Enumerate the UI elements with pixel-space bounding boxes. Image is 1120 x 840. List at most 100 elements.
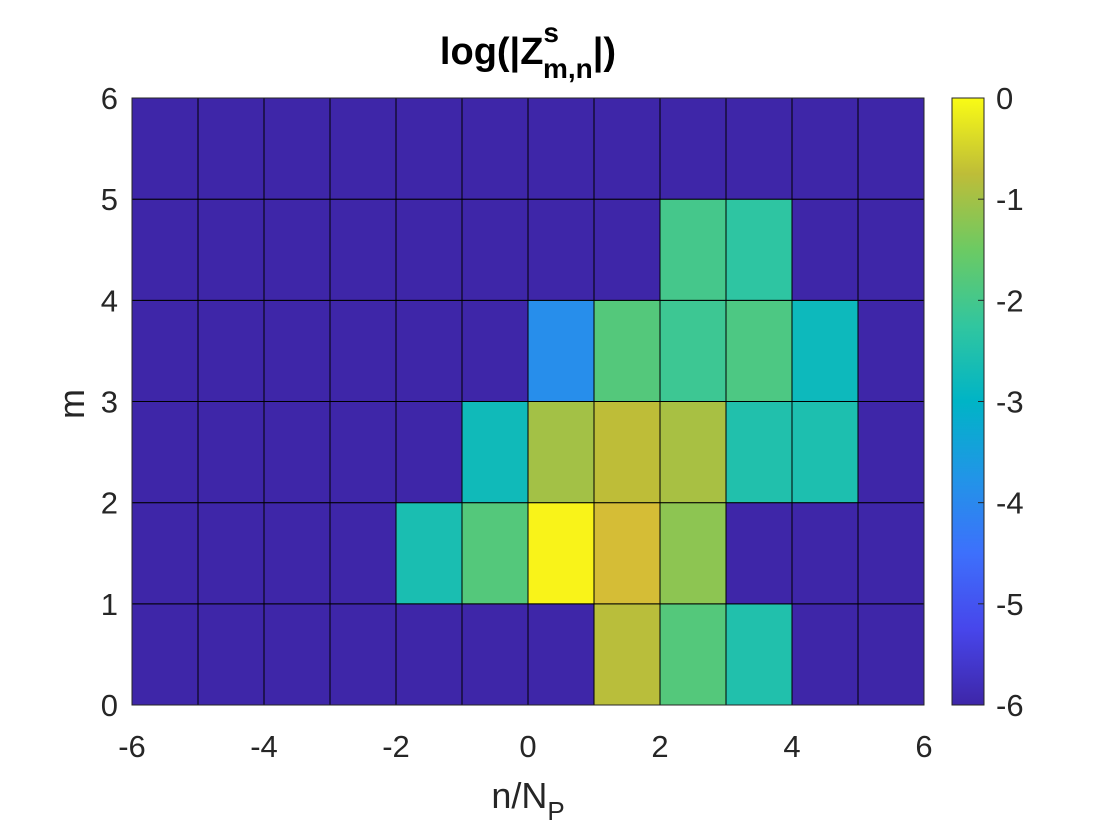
heatmap-cell <box>527 97 595 200</box>
x-tick-label: -4 <box>250 729 278 764</box>
heatmap-cell <box>263 603 331 706</box>
heatmap-cell <box>791 97 859 200</box>
x-tick-labels: -6 -4 -2 0 2 4 6 <box>118 729 932 764</box>
heatmap-cell <box>725 502 793 605</box>
heatmap-cell <box>659 97 727 200</box>
title-prefix: log(|Z <box>440 31 543 73</box>
heatmap-cell <box>593 299 661 403</box>
heatmap-cell <box>461 401 529 504</box>
heatmap-cell <box>593 401 661 504</box>
x-axis-label-main: n/N <box>491 775 547 816</box>
x-axis-label: n/NP <box>491 775 564 826</box>
heatmap-cell <box>395 401 463 504</box>
colorbar-tick-label: 0 <box>996 81 1013 116</box>
heatmap-cell <box>197 603 265 706</box>
heatmap-cell <box>593 97 661 200</box>
heatmap-cell <box>659 401 727 504</box>
heatmap-cell <box>197 198 265 301</box>
heatmap-cell <box>395 299 463 403</box>
heatmap-cell <box>329 603 397 706</box>
heatmap-cell <box>593 502 661 605</box>
y-tick-label: 6 <box>101 81 118 116</box>
heatmap-cell <box>857 401 925 504</box>
chart-title: log(|Zs m,n|) <box>440 17 616 84</box>
heatmap-cell <box>395 97 463 200</box>
x-tick-label: 0 <box>519 729 536 764</box>
heatmap-cell <box>527 502 595 605</box>
heatmap-cell <box>395 502 463 605</box>
heatmap-cell <box>725 299 793 403</box>
heatmap-cell <box>659 198 727 301</box>
heatmap-cell <box>857 299 925 403</box>
y-tick-label: 2 <box>101 486 118 521</box>
heatmap-cell <box>263 198 331 301</box>
y-tick-label: 0 <box>101 688 118 723</box>
heatmap-cell <box>659 299 727 403</box>
heatmap-cell <box>329 502 397 605</box>
heatmap-cell <box>791 299 859 403</box>
x-tick-label: 6 <box>915 729 932 764</box>
heatmap-cell <box>131 603 199 706</box>
heatmap-cell <box>131 401 199 504</box>
heatmap-cell <box>593 198 661 301</box>
heatmap-cell <box>527 401 595 504</box>
colorbar-tick-labels: 0 -1 -2 -3 -4 -5 -6 <box>978 81 1024 723</box>
colorbar-tick-label: -2 <box>996 283 1024 318</box>
heatmap-cell <box>527 198 595 301</box>
x-tick-label: 4 <box>783 729 800 764</box>
title-suffix: |) <box>593 31 616 73</box>
heatmap-cell <box>461 97 529 200</box>
heatmap-cell <box>197 299 265 403</box>
heatmap-cell <box>461 299 529 403</box>
heatmap-cell <box>791 502 859 605</box>
heatmap-cell <box>197 401 265 504</box>
heatmap-cell <box>791 603 859 706</box>
heatmap-cell <box>197 502 265 605</box>
heatmap-cell <box>131 97 199 200</box>
heatmap-cell <box>857 603 925 706</box>
plot-area-frame <box>131 97 925 706</box>
heatmap-cells <box>131 97 925 706</box>
x-tick-label: -2 <box>382 729 410 764</box>
heatmap-cell <box>329 97 397 200</box>
heatmap-cell <box>131 299 199 403</box>
heatmap-cell <box>659 603 727 706</box>
heatmap-cell <box>461 603 529 706</box>
heatmap-cell <box>659 502 727 605</box>
heatmap-cell <box>461 198 529 301</box>
heatmap-cell <box>593 603 661 706</box>
colorbar-tick-label: -5 <box>996 587 1024 622</box>
x-tick-label: -6 <box>118 729 146 764</box>
heatmap-cell <box>263 401 331 504</box>
heatmap-cell <box>263 299 331 403</box>
y-tick-label: 1 <box>101 587 118 622</box>
heatmap-cell <box>329 401 397 504</box>
y-tick-label: 5 <box>101 182 118 217</box>
heatmap-cell <box>197 97 265 200</box>
heatmap-cell <box>263 97 331 200</box>
heatmap-cell <box>725 198 793 301</box>
y-tick-labels: 0 1 2 3 4 5 6 <box>101 81 118 723</box>
heatmap-cell <box>395 198 463 301</box>
heatmap-cell <box>131 198 199 301</box>
heatmap-cell <box>791 401 859 504</box>
colorbar-tick-label: -3 <box>996 385 1024 420</box>
heatmap-cell <box>791 198 859 301</box>
colorbar-tick-label: -1 <box>996 182 1024 217</box>
heatmap-cell <box>131 502 199 605</box>
heatmap-cell <box>857 198 925 301</box>
heatmap-cell <box>395 603 463 706</box>
y-tick-label: 3 <box>101 385 118 420</box>
heatmap-cell <box>857 502 925 605</box>
heatmap-cell <box>857 97 925 200</box>
y-tick-label: 4 <box>101 283 118 318</box>
x-axis-label-subscript: P <box>547 796 564 826</box>
colorbar-tick-label: -4 <box>996 486 1024 521</box>
heatmap-cell <box>263 502 331 605</box>
heatmap-cell <box>725 401 793 504</box>
y-axis-label: m <box>51 389 92 419</box>
heatmap-cell <box>329 299 397 403</box>
heatmap-cell <box>329 198 397 301</box>
heatmap-cell <box>527 603 595 706</box>
